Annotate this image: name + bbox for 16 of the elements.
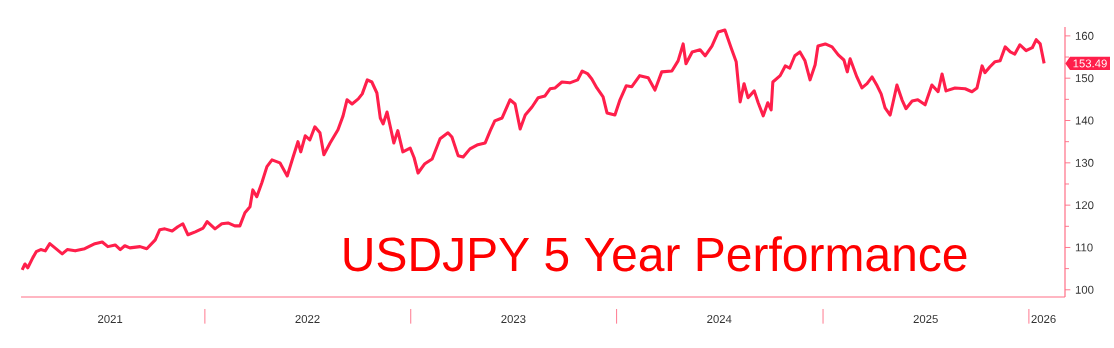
annotation: 153.49 [1073,59,1107,68]
x-tick-label: 2025 [913,315,938,324]
y-tick-label: 130 [1075,158,1094,167]
line-series [20,28,1046,272]
y-tick-label: 100 [1075,285,1094,294]
x-tick-label: 2023 [501,315,526,324]
x-tick-label: 2021 [98,315,123,324]
x-tick-label: 2026 [1031,315,1056,324]
text: USDJPY 5 Year Performance [344,236,967,272]
y-tick-label: 140 [1075,116,1094,125]
y-tick-label: 160 [1075,31,1094,40]
y-tick-label: 120 [1075,201,1094,210]
x-tick-label: 2024 [707,315,732,324]
y-tick-label: 150 [1075,74,1094,83]
y-tick-label: 110 [1075,243,1093,252]
x-tick-label: 2022 [295,315,320,324]
